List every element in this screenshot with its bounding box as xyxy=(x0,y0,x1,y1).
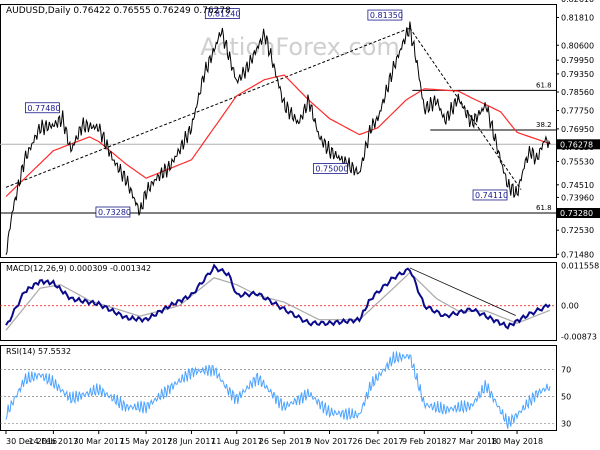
price-ytick-label: 0.82610 xyxy=(561,0,594,4)
price-panel-frame xyxy=(0,4,557,258)
macd-panel: MACD(12,26,9) 0.000309 -0.001342 0.011558… xyxy=(0,261,599,341)
price-tag-box xyxy=(367,9,403,21)
x-tick-label: 9 Nov 2017 xyxy=(306,437,352,446)
current-price-value: 0.76278 xyxy=(560,140,593,149)
current-price-tag xyxy=(557,139,600,150)
price-panel: 0.82610 0.81810 0.80600 0.79950 0.79350 0.785… xyxy=(0,0,600,259)
x-tick-label: 30 Dec 2016 xyxy=(6,437,57,446)
price-ytick-label: 0.79350 xyxy=(561,70,594,79)
x-tick-label: 28 Jun 2017 xyxy=(167,437,215,446)
x-tick-label: 26 Sep 2017 xyxy=(259,437,310,446)
rsi-panel: RSI(14) 57.5532 70 50 30 xyxy=(0,345,571,431)
moving-average-line xyxy=(5,74,551,197)
price-ytick-label: 0.81810 xyxy=(561,14,594,23)
price-ytick-label: 0.72530 xyxy=(561,226,594,235)
price-ytick-label: 0.78560 xyxy=(561,88,594,97)
price-tag-box xyxy=(312,163,348,174)
price-tag-box xyxy=(472,189,508,201)
macd-panel-frame xyxy=(0,262,557,341)
price-ytick-label: 0.76950 xyxy=(561,125,594,134)
price-tag-label: 0.81240 xyxy=(207,10,240,19)
x-tick-label: 14 Feb 2017 xyxy=(28,437,78,446)
x-tick-label: 30 Mar 2017 xyxy=(73,437,124,446)
trendline-down xyxy=(409,27,522,190)
rsi-ytick-label: 50 xyxy=(561,392,571,401)
rsi-line xyxy=(5,351,551,429)
macd-title: MACD(12,26,9) 0.000309 -0.001342 xyxy=(6,264,151,273)
price-tag-label: 0.75000 xyxy=(315,165,348,174)
price-tag-label: 0.81350 xyxy=(370,11,403,20)
x-tick-label: 15 May 2017 xyxy=(120,437,172,446)
price-tag-box xyxy=(24,102,60,114)
trendline-up xyxy=(5,27,411,188)
x-tick-label: 27 Mar 2018 xyxy=(446,437,497,446)
fib-label-618-bottom: 61.8 xyxy=(536,204,552,212)
rsi-ytick-label: 70 xyxy=(561,365,571,374)
rsi-ytick-label: 30 xyxy=(561,419,571,428)
x-tick-label: 26 Dec 2017 xyxy=(352,437,403,446)
fib-label-382: 38.2 xyxy=(536,121,552,129)
price-tag-label: 0.74110 xyxy=(475,191,508,200)
price-ytick-label: 0.71480 xyxy=(561,250,594,259)
price-line xyxy=(5,21,551,255)
price-ytick-label: 0.73960 xyxy=(561,193,594,202)
macd-main-line xyxy=(5,263,551,330)
macd-ytick-label: 0.011558 xyxy=(561,261,599,270)
price-ytick-label: 0.80600 xyxy=(561,41,594,50)
x-tick-label: 9 Feb 2018 xyxy=(402,437,447,446)
price-ytick-label: 0.77750 xyxy=(561,107,594,116)
price-tag-label: 0.73280 xyxy=(98,208,131,217)
price-tag-label: 0.77480 xyxy=(27,104,60,113)
price-tag-box xyxy=(95,206,131,218)
rsi-panel-frame xyxy=(0,345,557,431)
rsi-title: RSI(14) 57.5532 xyxy=(6,347,71,356)
x-tick-label: 10 May 2018 xyxy=(491,437,543,446)
support-price-value: 0.73280 xyxy=(560,209,593,218)
price-ytick-label: 0.75530 xyxy=(561,157,594,166)
price-ytick-label: 0.74510 xyxy=(561,181,594,190)
macd-trendline xyxy=(409,267,516,316)
watermark: ActionForex.com xyxy=(200,33,400,61)
x-tick-label: 11 Aug 2017 xyxy=(211,437,262,446)
macd-ytick-label: 0.00 xyxy=(561,302,579,311)
fib-label-618-top: 61.8 xyxy=(536,81,552,89)
macd-ytick-label: -0.00873 xyxy=(561,332,597,341)
price-tag-box xyxy=(204,8,240,19)
price-ytick-label: 0.79950 xyxy=(561,56,594,65)
symbol-header: AUDUSD,Daily 0.76422 0.76555 0.76249 0.7… xyxy=(6,6,231,16)
support-price-tag xyxy=(557,208,600,218)
